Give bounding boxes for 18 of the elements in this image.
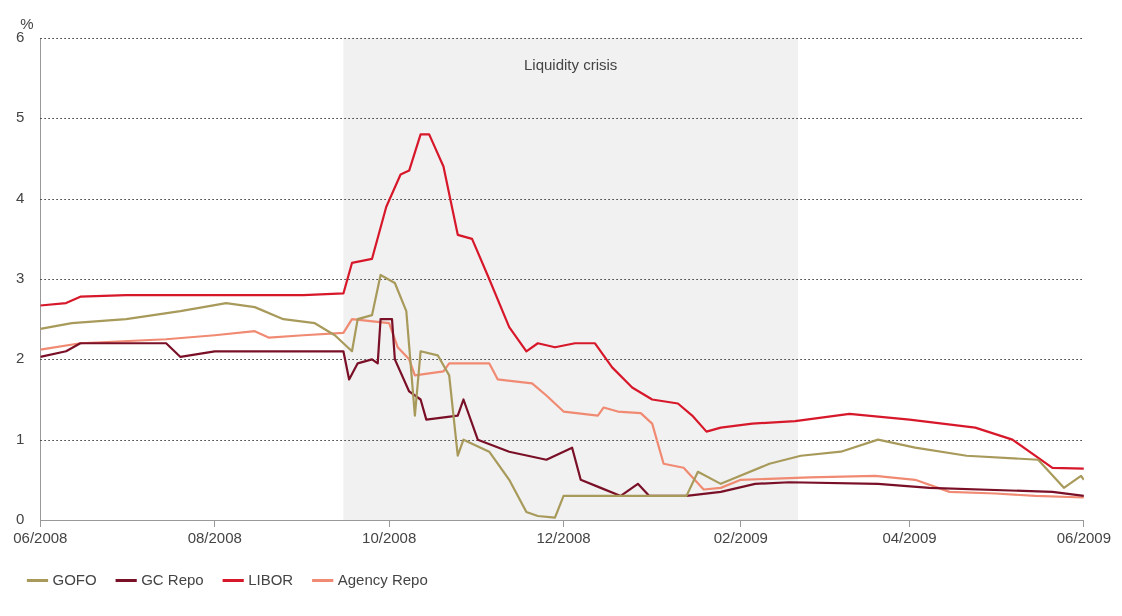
y-tick-label: 4 (16, 188, 25, 206)
legend-label: GOFO (52, 570, 97, 588)
x-tick-label: 06/2009 (1056, 529, 1112, 547)
y-tick-label: 0 (16, 510, 25, 528)
y-tick-label: 1 (16, 429, 25, 447)
x-tick-label: 12/2008 (536, 529, 591, 547)
legend-label: GC Repo (141, 570, 204, 588)
y-tick-label: 2 (16, 349, 25, 367)
legend-label: Agency Repo (337, 570, 428, 588)
legend-label: LIBOR (248, 570, 294, 588)
x-tick-label: 04/2009 (882, 529, 937, 547)
y-tick-label: 3 (16, 269, 25, 287)
x-tick-label: 06/2008 (13, 529, 68, 547)
x-tick-label: 08/2008 (187, 529, 242, 547)
x-tick-label: 02/2009 (713, 529, 768, 547)
x-tick-label: 10/2008 (362, 529, 417, 547)
band-label: Liquidity crisis (524, 55, 618, 73)
y-tick-label: 5 (16, 108, 25, 126)
